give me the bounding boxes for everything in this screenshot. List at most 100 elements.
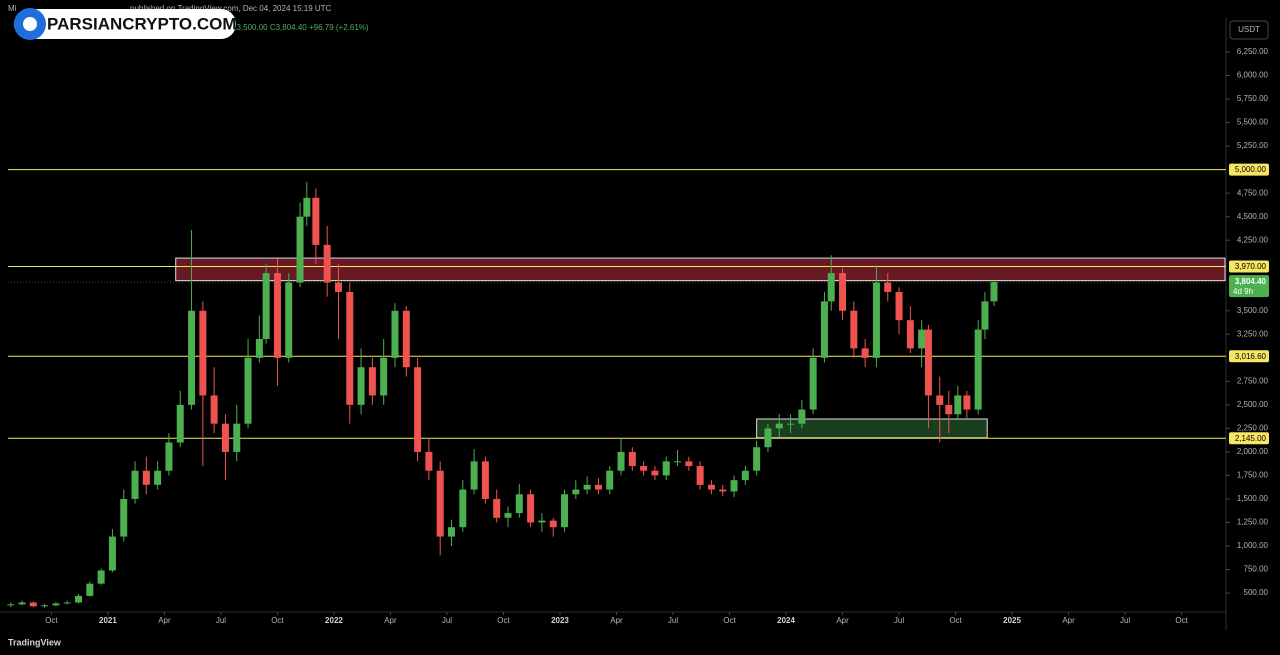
candle: [63, 600, 71, 605]
candle-body: [154, 470, 162, 485]
candle-body: [820, 301, 828, 358]
candle: [954, 386, 962, 419]
watermark-logo: PARSIANCRYPTO.COM: [14, 8, 237, 40]
candle: [651, 466, 659, 481]
candle-body: [839, 273, 847, 311]
candle-body: [963, 395, 971, 410]
candle: [188, 229, 196, 410]
candle-body: [775, 423, 783, 429]
candle: [165, 433, 173, 476]
level-badge: [1229, 432, 1269, 445]
candle: [504, 506, 512, 528]
candle: [368, 357, 376, 405]
x-tick-label: Apr: [1062, 616, 1075, 625]
candle: [380, 338, 388, 405]
candle: [334, 263, 342, 339]
candle-body: [285, 282, 293, 358]
candle-body: [142, 470, 150, 485]
candle: [606, 466, 614, 495]
candle: [285, 273, 293, 363]
candle-body: [538, 520, 546, 523]
candle: [963, 390, 971, 419]
candle: [707, 480, 715, 495]
last-price-badge: [1229, 275, 1269, 298]
footer-brand: TradingView: [8, 637, 62, 647]
candle-body: [312, 197, 320, 245]
candle: [29, 601, 37, 608]
candle: [674, 450, 682, 467]
candle-body: [527, 494, 535, 523]
candle: [617, 438, 625, 476]
y-tick-label: 750.00: [1244, 565, 1269, 574]
candle: [470, 449, 478, 495]
candle: [493, 489, 501, 523]
author: Mi: [8, 4, 17, 13]
candle-body: [787, 423, 795, 425]
candle-body: [850, 310, 858, 349]
candle-body: [918, 329, 926, 349]
candle-body: [188, 310, 196, 405]
x-tick-label: Jul: [216, 616, 226, 625]
candle-body: [368, 367, 376, 396]
candle-body: [764, 428, 772, 448]
candle-body: [273, 273, 281, 358]
y-tick-label: 6,000.00: [1237, 71, 1269, 80]
candle: [210, 367, 218, 434]
candle-body: [18, 602, 26, 605]
candle-body: [809, 357, 817, 410]
candle: [918, 320, 926, 368]
x-tick-label: Oct: [45, 616, 58, 625]
y-tick-label: 3,500.00: [1237, 306, 1269, 315]
candle-body: [262, 273, 270, 339]
x-tick-label: 2021: [99, 616, 117, 625]
level-label: 3,016.60: [1235, 352, 1267, 361]
candle-body: [199, 310, 207, 396]
candle-body: [954, 395, 962, 415]
candle-body: [41, 605, 49, 607]
watermark-text: PARSIANCRYPTO.COM: [47, 14, 237, 33]
candle: [798, 400, 806, 429]
candle: [850, 301, 858, 358]
candle-body: [606, 470, 614, 490]
candle-body: [945, 404, 953, 415]
candle: [974, 320, 982, 415]
candle: [436, 461, 444, 556]
last-price-label: 3,804.40: [1235, 277, 1267, 286]
candle-body: [255, 338, 263, 358]
candle: [884, 273, 892, 302]
candle: [640, 461, 648, 476]
candle-body: [827, 273, 835, 302]
candle: [719, 484, 727, 497]
candle: [273, 259, 281, 387]
currency-box: [1229, 20, 1269, 40]
candle-body: [481, 461, 489, 499]
y-tick-label: 6,250.00: [1237, 47, 1269, 56]
candle-body: [425, 451, 433, 471]
candle-body: [561, 494, 569, 528]
candle-body: [572, 489, 580, 495]
candle: [303, 181, 311, 227]
x-tick-label: 2024: [777, 616, 795, 625]
candle-body: [696, 466, 704, 485]
x-tick-label: 2023: [551, 616, 569, 625]
candle-body: [798, 409, 806, 424]
candle: [447, 519, 455, 547]
candle-body: [165, 442, 173, 471]
candle-body: [210, 395, 218, 424]
candle: [906, 306, 914, 354]
x-tick-label: 2025: [1003, 616, 1021, 625]
candle-body: [730, 480, 738, 492]
candle-body: [108, 536, 116, 571]
candle: [839, 268, 847, 321]
candle: [662, 456, 670, 481]
candle-body: [391, 310, 399, 358]
candle-body: [131, 470, 139, 499]
x-tick-label: Apr: [836, 616, 849, 625]
candle: [86, 581, 94, 597]
candle: [97, 568, 105, 585]
candle: [142, 456, 150, 495]
y-tick-label: 2,500.00: [1237, 400, 1269, 409]
candle-body: [990, 282, 998, 302]
